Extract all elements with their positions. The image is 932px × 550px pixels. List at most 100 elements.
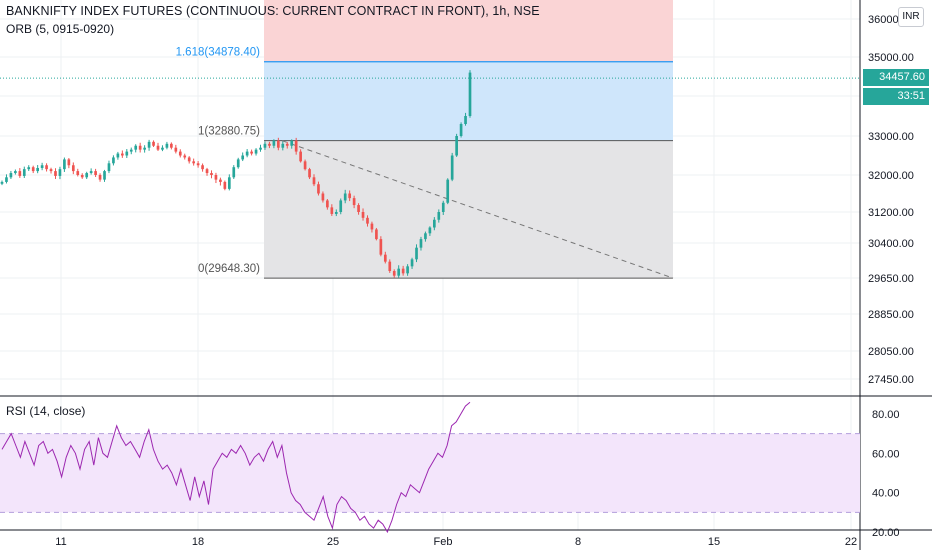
candle xyxy=(161,145,164,152)
candle-body xyxy=(223,181,227,189)
candle-body xyxy=(370,223,374,230)
candle-body xyxy=(339,200,343,212)
candle-body xyxy=(94,171,97,175)
candle xyxy=(334,209,338,217)
candle-body xyxy=(165,143,169,148)
candle-body xyxy=(63,159,66,170)
candle-body xyxy=(89,171,93,174)
candle-body xyxy=(183,155,187,158)
fib-zone-upper xyxy=(264,0,673,62)
candle xyxy=(437,209,441,223)
candle-body xyxy=(379,239,383,255)
candle xyxy=(343,189,347,204)
candle xyxy=(397,265,401,278)
candle xyxy=(36,165,39,174)
candle-body xyxy=(121,153,124,156)
candle-body xyxy=(170,143,173,148)
candle-body xyxy=(285,143,289,146)
rsi-tick-label: 40.00 xyxy=(872,488,900,500)
candle-body xyxy=(116,153,120,158)
fib-label: 0(29648.30) xyxy=(198,263,260,275)
candle xyxy=(406,264,409,276)
candle xyxy=(227,174,231,191)
candle-body xyxy=(27,167,31,170)
candle xyxy=(49,167,53,174)
candle xyxy=(250,149,253,156)
candle-body xyxy=(45,165,48,170)
candle-body xyxy=(419,239,423,248)
candle-body xyxy=(308,169,311,178)
candle xyxy=(63,157,66,172)
candle-body xyxy=(277,140,280,148)
trend-line xyxy=(281,140,674,279)
candle xyxy=(468,70,472,118)
candle-body xyxy=(134,145,138,150)
candle xyxy=(156,142,160,152)
candle-body xyxy=(437,212,441,220)
candle xyxy=(352,195,356,209)
candle-body xyxy=(143,147,146,150)
candle-body xyxy=(410,259,414,267)
candle-body xyxy=(0,181,4,184)
candle xyxy=(245,149,249,158)
candle-body xyxy=(67,159,71,166)
candle xyxy=(18,168,22,178)
candle-body xyxy=(343,193,347,201)
indicator-label[interactable]: ORB (5, 0915-0920) xyxy=(6,22,115,36)
candle-body xyxy=(36,167,39,172)
candle-body xyxy=(174,147,178,152)
candle xyxy=(285,141,289,149)
candle xyxy=(370,221,374,233)
candle xyxy=(178,149,182,158)
candle xyxy=(241,152,245,162)
candle xyxy=(317,181,320,196)
candle-body xyxy=(125,151,129,156)
currency-badge[interactable]: INR xyxy=(898,7,924,27)
candle-body xyxy=(219,179,222,182)
price-tick-label: 32000.00 xyxy=(868,170,914,182)
candle xyxy=(31,165,35,174)
candle xyxy=(219,177,222,186)
candle xyxy=(54,168,57,179)
candle-body xyxy=(241,155,245,160)
candle-body xyxy=(201,165,204,170)
candle xyxy=(170,142,173,150)
candle-body xyxy=(281,143,285,148)
candle xyxy=(441,200,445,215)
rsi-tick-label: 60.00 xyxy=(872,448,900,460)
candle-body xyxy=(214,175,218,180)
candle xyxy=(254,148,258,156)
rsi-tick-label: 20.00 xyxy=(872,527,900,539)
candle-body xyxy=(232,167,236,178)
candle xyxy=(392,269,396,278)
candle-body xyxy=(459,124,463,136)
time-tick-label: 18 xyxy=(192,536,204,548)
rsi-label[interactable]: RSI (14, close) xyxy=(6,404,86,418)
candle xyxy=(361,208,365,221)
candle xyxy=(80,173,84,179)
candle-body xyxy=(415,247,418,260)
candles xyxy=(0,70,472,278)
candle-body xyxy=(18,171,22,176)
candle-body xyxy=(192,161,195,164)
candle xyxy=(27,165,31,172)
candle xyxy=(303,159,307,171)
candle xyxy=(22,166,26,179)
candle-body xyxy=(152,141,155,146)
candle-body xyxy=(236,159,240,168)
candle-body xyxy=(352,198,356,206)
candle-body xyxy=(383,254,387,262)
candle xyxy=(348,190,351,202)
rsi-band xyxy=(0,433,860,513)
candle xyxy=(428,226,432,236)
candle xyxy=(143,145,146,153)
candle-body xyxy=(103,171,106,180)
candle-body xyxy=(58,169,62,176)
candle-body xyxy=(227,177,231,189)
candle-body xyxy=(366,217,369,224)
candle xyxy=(94,168,97,177)
candle-body xyxy=(205,169,209,174)
candle xyxy=(357,203,360,215)
candle-body xyxy=(303,161,307,170)
candle-body xyxy=(138,145,142,150)
